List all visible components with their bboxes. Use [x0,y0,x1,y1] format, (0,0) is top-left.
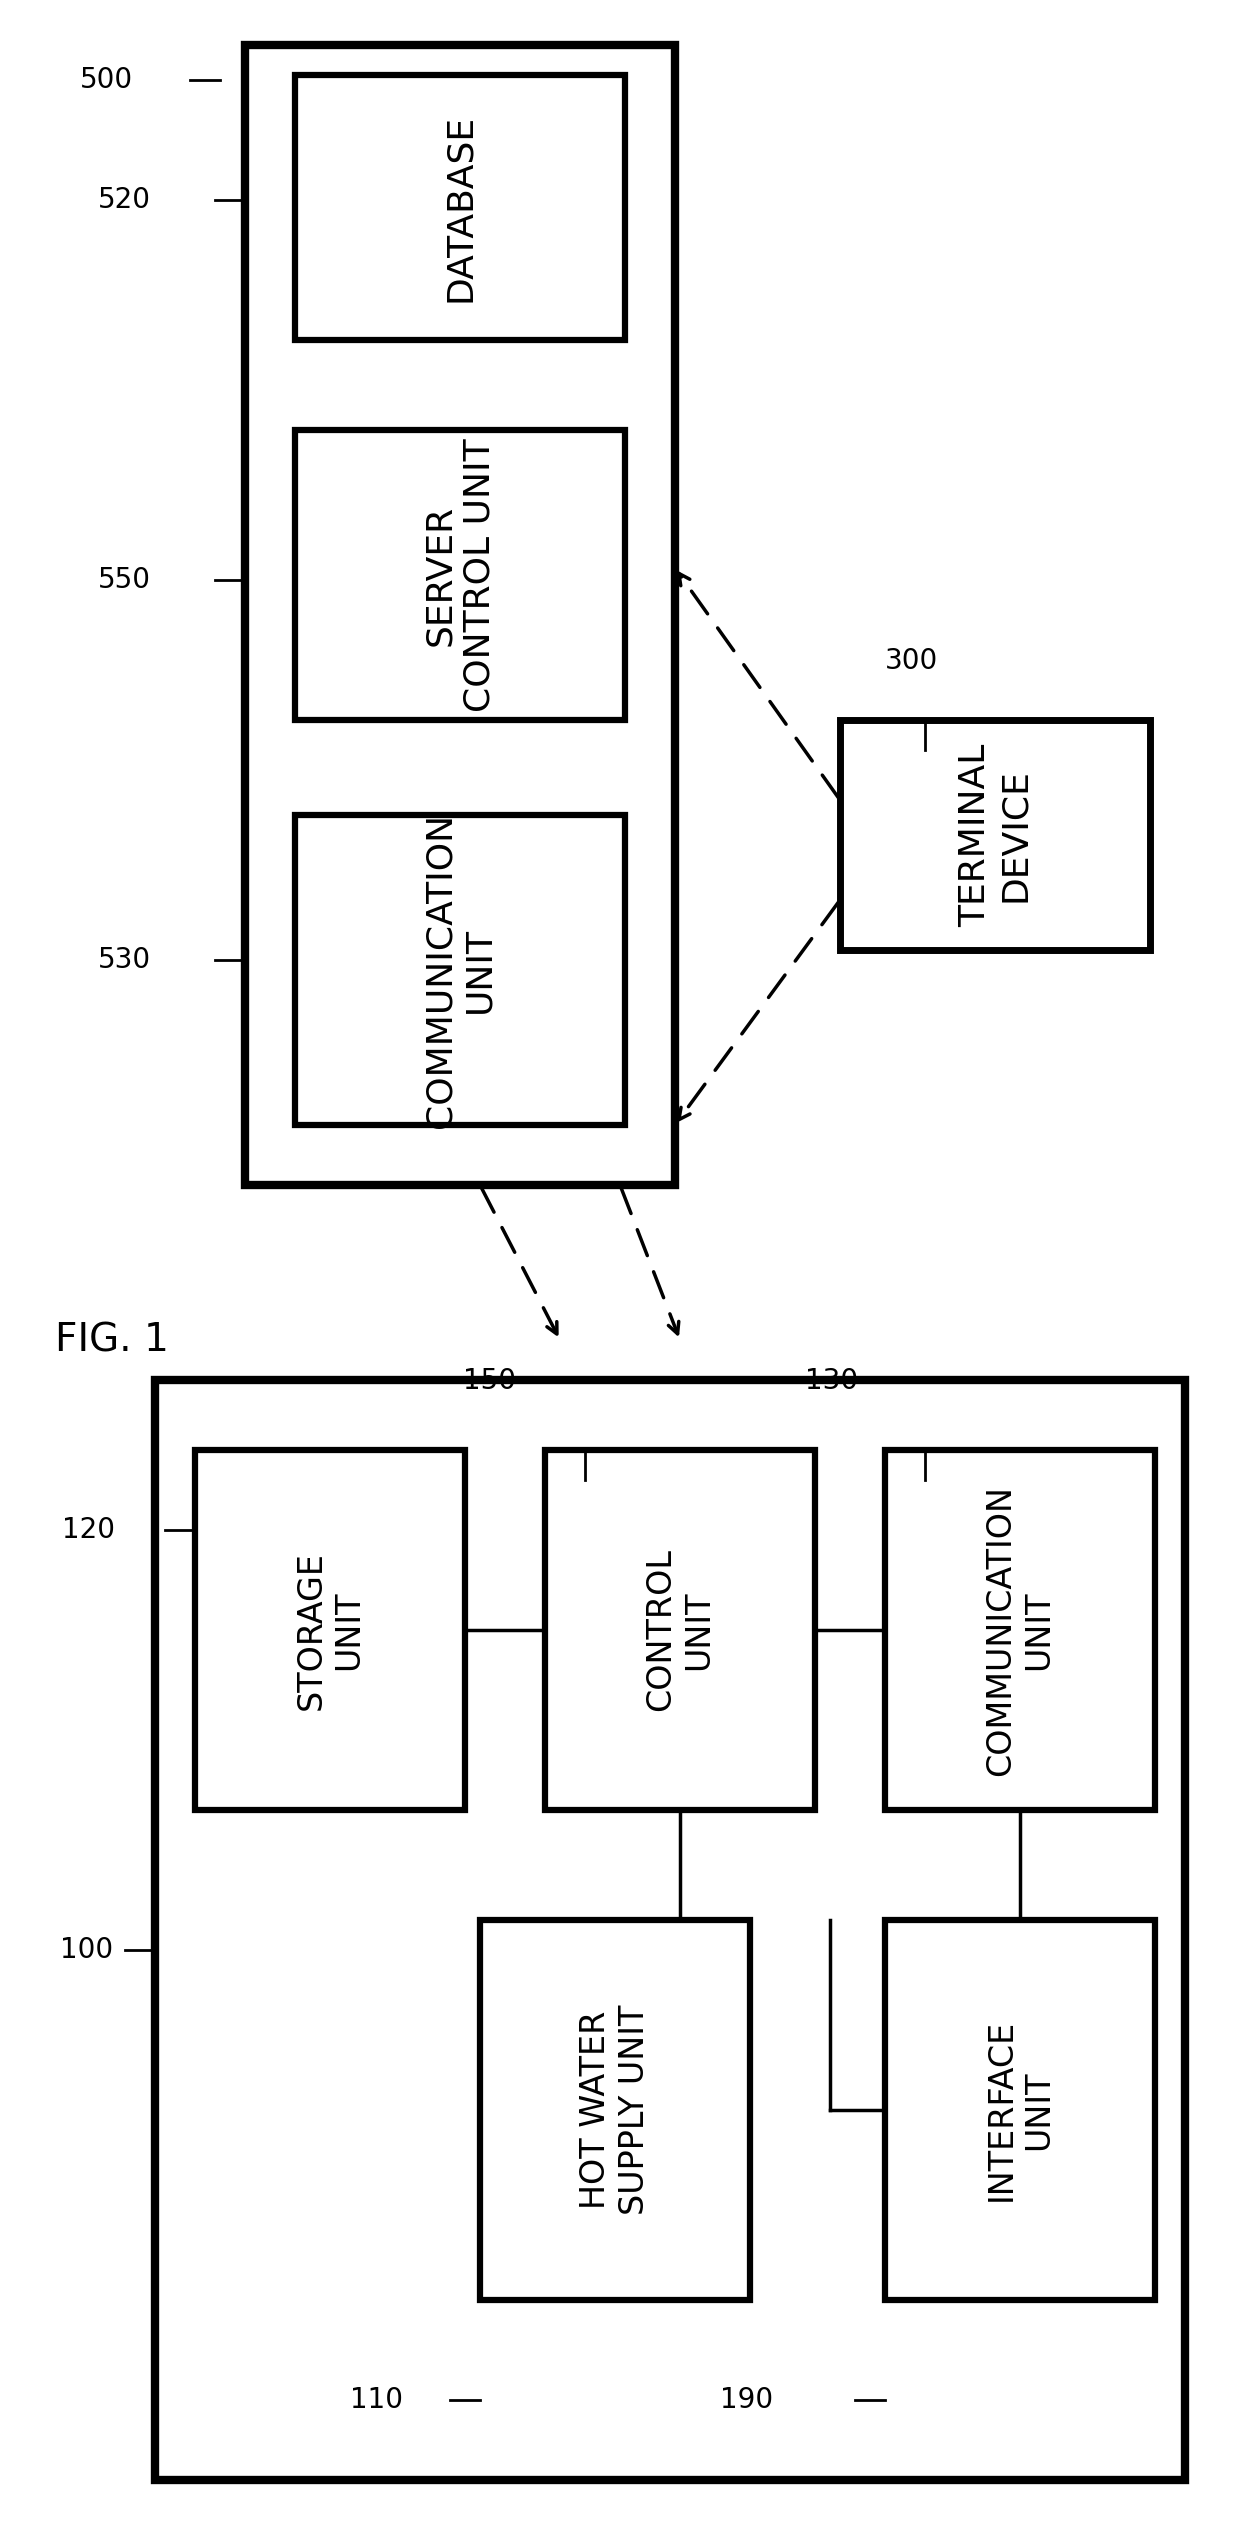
Text: CONTROL
UNIT: CONTROL UNIT [645,1548,715,1712]
Bar [839,719,1149,950]
Text: FIG. 1: FIG. 1 [55,1322,169,1360]
Text: INTERFACE
UNIT: INTERFACE UNIT [985,2019,1055,2201]
Text: 130: 130 [805,1368,858,1396]
Bar [295,816,625,1125]
Text: SERVER
CONTROL UNIT: SERVER CONTROL UNIT [423,438,497,712]
Bar [295,431,625,719]
Bar [246,46,675,1185]
Text: 520: 520 [98,185,151,213]
Text: 120: 120 [62,1515,115,1545]
Text: 100: 100 [60,1935,113,1963]
Text: 500: 500 [81,66,133,94]
Text: 550: 550 [98,565,151,595]
Text: DATABASE: DATABASE [443,114,477,301]
Bar [546,1449,815,1811]
Bar [295,76,625,339]
Text: 530: 530 [98,945,151,975]
Bar [155,1380,1185,2480]
Text: 150: 150 [463,1368,516,1396]
Bar [885,1920,1154,2300]
Bar [885,1449,1154,1811]
Text: COMMUNICATION
UNIT: COMMUNICATION UNIT [423,813,497,1127]
Bar [480,1920,750,2300]
Text: HOT WATER
SUPPLY UNIT: HOT WATER SUPPLY UNIT [579,2004,651,2216]
Text: 190: 190 [720,2386,773,2414]
Text: COMMUNICATION
UNIT: COMMUNICATION UNIT [985,1484,1055,1776]
Text: 300: 300 [885,646,939,674]
Text: 110: 110 [350,2386,403,2414]
Bar [195,1449,465,1811]
Text: TERMINAL
DEVICE: TERMINAL DEVICE [959,742,1032,927]
Text: STORAGE
UNIT: STORAGE UNIT [294,1550,366,1710]
